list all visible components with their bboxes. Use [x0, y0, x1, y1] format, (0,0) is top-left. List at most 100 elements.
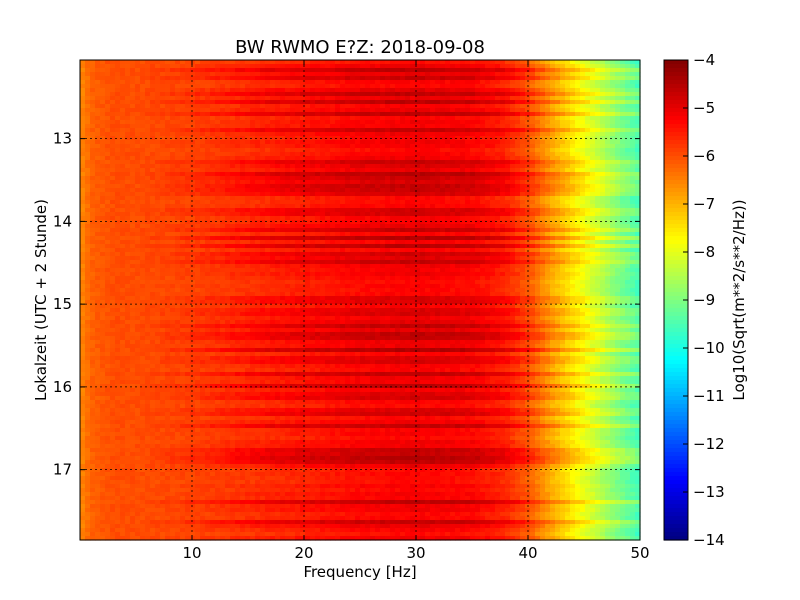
- heatmap-cell: [565, 116, 571, 121]
- heatmap-cell: [85, 108, 91, 113]
- heatmap-cell: [205, 212, 211, 217]
- heatmap-cell: [410, 232, 416, 237]
- heatmap-cell: [540, 132, 546, 137]
- heatmap-cell: [615, 144, 621, 149]
- heatmap-cell: [405, 136, 411, 141]
- heatmap-cell: [485, 144, 491, 149]
- heatmap-cell: [340, 192, 346, 197]
- heatmap-cell: [565, 112, 571, 117]
- heatmap-cell: [115, 184, 121, 189]
- heatmap-cell: [560, 96, 566, 101]
- heatmap-cell: [585, 232, 591, 237]
- heatmap-cell: [195, 172, 201, 177]
- heatmap-cell: [400, 176, 406, 181]
- heatmap-cell: [110, 112, 116, 117]
- heatmap-cell: [110, 228, 116, 233]
- heatmap-cell: [505, 232, 511, 237]
- heatmap-cell: [575, 216, 581, 221]
- heatmap-cell: [280, 216, 286, 221]
- heatmap-cell: [490, 176, 496, 181]
- heatmap-cell: [315, 184, 321, 189]
- heatmap-cell: [480, 96, 486, 101]
- heatmap-cell: [390, 84, 396, 89]
- heatmap-cell: [325, 108, 331, 113]
- heatmap-cell: [415, 212, 421, 217]
- heatmap-cell: [525, 232, 531, 237]
- heatmap-cell: [380, 84, 386, 89]
- heatmap-cell: [100, 124, 106, 129]
- heatmap-cell: [520, 148, 526, 153]
- heatmap-cell: [490, 164, 496, 169]
- heatmap-cell: [635, 176, 641, 181]
- heatmap-cell: [390, 232, 396, 237]
- heatmap-cell: [480, 200, 486, 205]
- heatmap-cell: [125, 120, 131, 125]
- heatmap-cell: [325, 84, 331, 89]
- heatmap-cell: [85, 100, 91, 105]
- heatmap-cell: [510, 208, 516, 213]
- heatmap-cell: [115, 80, 121, 85]
- heatmap-cell: [220, 168, 226, 173]
- heatmap-cell: [530, 156, 536, 161]
- heatmap-cell: [100, 132, 106, 137]
- heatmap-cell: [240, 236, 246, 241]
- heatmap-cell: [450, 216, 456, 221]
- heatmap-cell: [590, 120, 596, 125]
- heatmap-cell: [125, 200, 131, 205]
- heatmap-cell: [555, 188, 561, 193]
- heatmap-cell: [290, 204, 296, 209]
- heatmap-cell: [485, 80, 491, 85]
- heatmap-cell: [455, 200, 461, 205]
- heatmap-cell: [400, 96, 406, 101]
- heatmap-cell: [170, 72, 176, 77]
- heatmap-cell: [190, 84, 196, 89]
- heatmap-cell: [580, 200, 586, 205]
- heatmap-cell: [165, 216, 171, 221]
- heatmap-cell: [540, 172, 546, 177]
- heatmap-cell: [140, 176, 146, 181]
- heatmap-cell: [490, 136, 496, 141]
- heatmap-cell: [440, 156, 446, 161]
- heatmap-cell: [275, 136, 281, 141]
- heatmap-cell: [600, 128, 606, 133]
- heatmap-cell: [245, 164, 251, 169]
- heatmap-cell: [190, 148, 196, 153]
- heatmap-cell: [345, 216, 351, 221]
- heatmap-cell: [610, 76, 616, 81]
- heatmap-cell: [140, 156, 146, 161]
- heatmap-cell: [320, 156, 326, 161]
- heatmap-cell: [590, 124, 596, 129]
- heatmap-cell: [190, 200, 196, 205]
- heatmap-cell: [280, 76, 286, 81]
- heatmap-cell: [510, 204, 516, 209]
- heatmap-cell: [120, 88, 126, 93]
- heatmap-cell: [475, 76, 481, 81]
- heatmap-cell: [580, 176, 586, 181]
- heatmap-cell: [145, 88, 151, 93]
- heatmap-cell: [220, 176, 226, 181]
- heatmap-cell: [380, 128, 386, 133]
- heatmap-cell: [220, 100, 226, 105]
- heatmap-cell: [395, 164, 401, 169]
- heatmap-cell: [260, 148, 266, 153]
- heatmap-cell: [90, 132, 96, 137]
- heatmap-cell: [490, 128, 496, 133]
- heatmap-cell: [520, 120, 526, 125]
- heatmap-cell: [115, 104, 121, 109]
- heatmap-cell: [485, 204, 491, 209]
- heatmap-cell: [380, 172, 386, 177]
- heatmap-cell: [635, 220, 641, 225]
- heatmap-cell: [410, 80, 416, 85]
- heatmap-cell: [540, 156, 546, 161]
- heatmap-cell: [150, 136, 156, 141]
- heatmap-cell: [560, 176, 566, 181]
- heatmap-cell: [485, 64, 491, 69]
- heatmap-cell: [500, 60, 506, 65]
- heatmap-cell: [315, 156, 321, 161]
- heatmap-cell: [110, 220, 116, 225]
- heatmap-cell: [385, 76, 391, 81]
- heatmap-cell: [615, 212, 621, 217]
- heatmap-cell: [205, 104, 211, 109]
- heatmap-cell: [135, 124, 141, 129]
- heatmap-cell: [465, 188, 471, 193]
